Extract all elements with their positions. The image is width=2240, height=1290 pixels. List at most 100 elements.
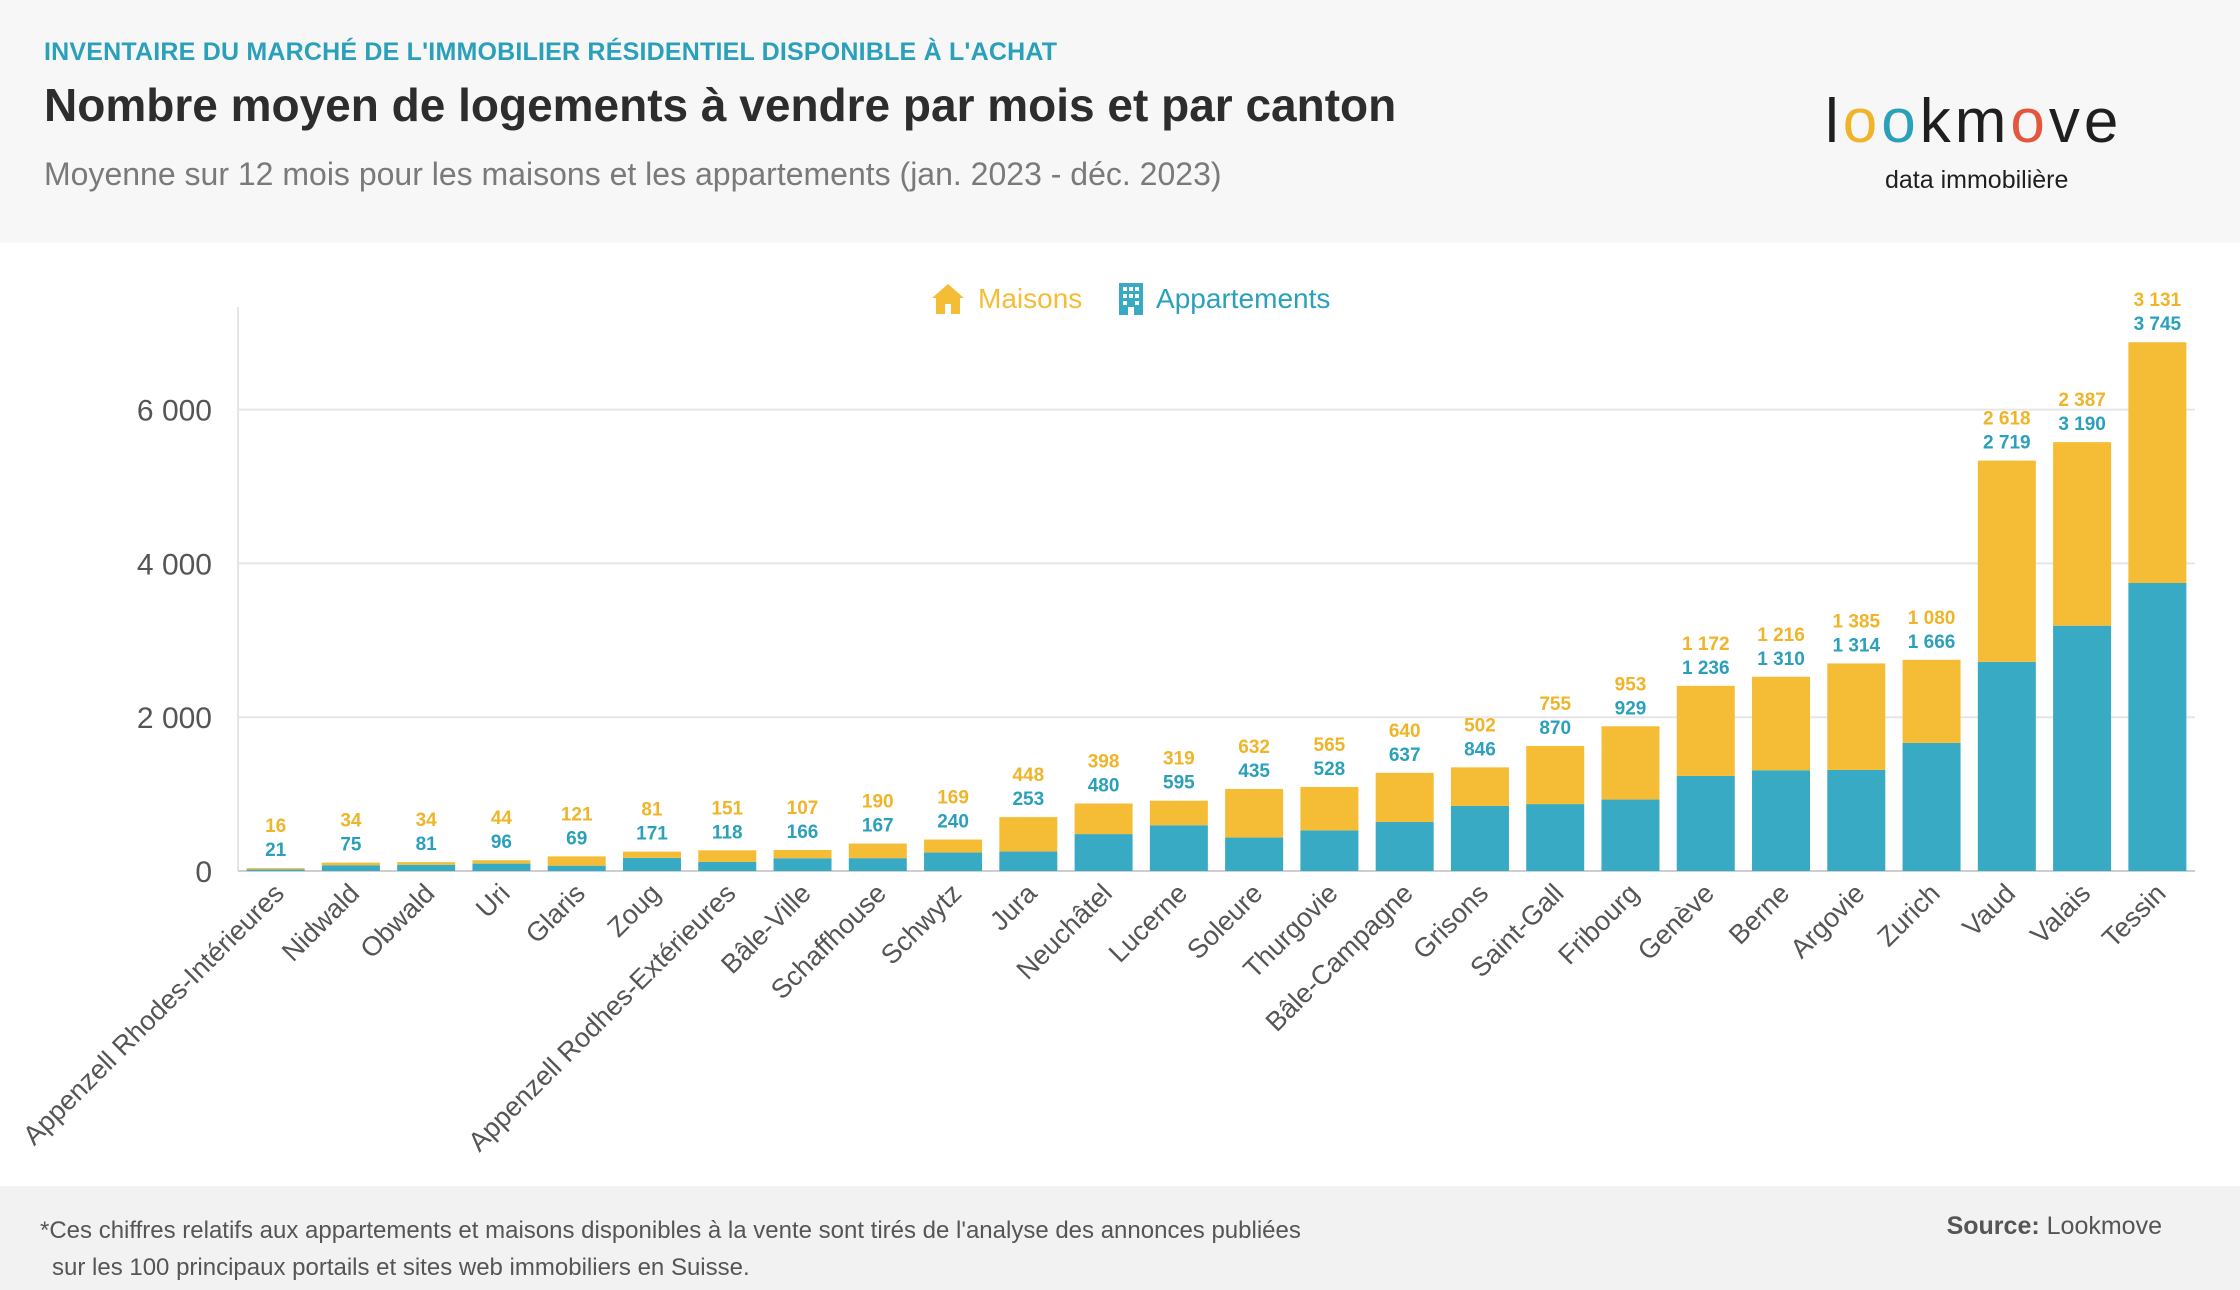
y-tick-label: 6 000 xyxy=(137,395,212,428)
bar-maisons xyxy=(622,851,681,858)
bar-appartements xyxy=(999,851,1058,871)
bar-appartements xyxy=(2053,625,2112,871)
data-label-appartements: 96 xyxy=(491,832,512,853)
data-label-appartements: 528 xyxy=(1314,759,1346,780)
footer-band: *Ces chiffres relatifs aux appartements … xyxy=(0,1186,2240,1290)
data-label-maisons: 169 xyxy=(937,788,969,809)
bar-appartements xyxy=(924,852,983,871)
bar-maisons xyxy=(1676,685,1735,776)
data-label-maisons: 1 172 xyxy=(1682,634,1730,655)
data-label-maisons: 755 xyxy=(1539,694,1571,715)
bar-maisons xyxy=(1074,803,1133,835)
bar-maisons xyxy=(397,862,456,865)
bar-maisons xyxy=(2128,342,2187,584)
bar-maisons xyxy=(1977,460,2036,662)
bar-maisons xyxy=(1149,800,1208,826)
data-label-maisons: 319 xyxy=(1163,749,1195,770)
chart-subtitle: Moyenne sur 12 mois pour les maisons et … xyxy=(44,156,1222,192)
x-category-label: Uri xyxy=(470,878,516,924)
data-label-maisons: 2 387 xyxy=(2058,390,2106,411)
x-category-label: Glaris xyxy=(520,878,591,949)
bar-maisons xyxy=(246,868,305,870)
data-label-maisons: 44 xyxy=(491,808,513,829)
x-category-label: Berne xyxy=(1723,878,1795,950)
x-category-label: Obwald xyxy=(354,878,440,964)
data-label-maisons: 640 xyxy=(1389,721,1421,742)
data-label-appartements: 595 xyxy=(1163,773,1195,794)
data-label-maisons: 502 xyxy=(1464,715,1496,736)
x-category-label: Genève xyxy=(1632,878,1720,966)
data-label-maisons: 632 xyxy=(1238,737,1270,758)
x-category-label: Lucerne xyxy=(1103,878,1193,968)
bar-appartements xyxy=(547,865,606,871)
bar-maisons xyxy=(999,817,1058,852)
x-category-label: Schwytz xyxy=(875,878,967,970)
data-label-maisons: 398 xyxy=(1088,751,1120,772)
lookmove-logo: lookmove data immobilière xyxy=(1825,86,2155,196)
bar-appartements xyxy=(1074,834,1133,871)
bar-appartements xyxy=(1526,804,1585,871)
x-category-label: Appenzell Rhodes-Intérieures xyxy=(17,878,290,1151)
bar-maisons xyxy=(2053,442,2112,626)
footnote-line-2: sur les 100 principaux portails et sites… xyxy=(52,1254,750,1281)
bar-maisons xyxy=(472,860,531,864)
data-label-appartements: 480 xyxy=(1088,775,1120,796)
data-label-appartements: 3 190 xyxy=(2058,414,2106,435)
house-icon xyxy=(932,284,964,314)
bar-appartements xyxy=(397,864,456,871)
bar-maisons xyxy=(1526,746,1585,805)
stacked-bar-chart: 0 2 000 4 000 6 000 21 16 Appenzell Rhodes-Int… xyxy=(17,290,2195,1157)
x-category-label: Zurich xyxy=(1872,878,1946,952)
data-label-appartements: 435 xyxy=(1238,761,1270,782)
data-label-maisons: 1 385 xyxy=(1833,611,1881,632)
chart-kicker: INVENTAIRE DU MARCHÉ DE L'IMMOBILIER RÉS… xyxy=(44,38,1058,66)
bar-appartements xyxy=(1752,770,1811,871)
bar-maisons xyxy=(1752,676,1811,771)
data-label-maisons: 151 xyxy=(711,798,743,819)
y-tick-label: 4 000 xyxy=(137,548,212,581)
bar-maisons xyxy=(1375,772,1434,823)
legend-item-appartements[interactable]: Appartements xyxy=(1118,282,1330,316)
bar-maisons xyxy=(848,843,907,859)
logo-wordmark: lookmove xyxy=(1825,87,2123,156)
chart-legend: Maisons Appartements xyxy=(930,282,1358,322)
bar-maisons xyxy=(321,862,380,866)
bar-appartements xyxy=(246,869,305,871)
data-label-maisons: 121 xyxy=(561,804,593,825)
data-label-maisons: 1 216 xyxy=(1757,625,1805,646)
data-label-appartements: 118 xyxy=(712,822,743,843)
data-label-appartements: 1 666 xyxy=(1908,632,1956,653)
data-label-appartements: 171 xyxy=(636,824,668,845)
x-category-label: Vaud xyxy=(1957,878,2021,942)
footnote-line-1: *Ces chiffres relatifs aux appartements … xyxy=(40,1217,1301,1244)
x-category-label: Argovie xyxy=(1785,878,1871,964)
data-label-maisons: 1 080 xyxy=(1908,608,1956,629)
bar-appartements xyxy=(1827,769,1886,871)
data-label-maisons: 2 618 xyxy=(1983,409,2031,430)
x-category-label: Tessin xyxy=(2096,878,2171,953)
bar-appartements xyxy=(773,858,832,871)
source-credit: Source: Lookmove xyxy=(1946,1212,2162,1240)
data-label-appartements: 929 xyxy=(1615,698,1647,719)
bar-maisons xyxy=(547,856,606,866)
data-label-appartements: 81 xyxy=(416,834,438,855)
x-category-label: Fribourg xyxy=(1552,878,1644,970)
data-label-maisons: 16 xyxy=(265,816,286,837)
data-label-maisons: 81 xyxy=(641,800,663,821)
bar-appartements xyxy=(1300,830,1359,871)
x-category-label: Nidwald xyxy=(276,878,365,967)
data-label-appartements: 846 xyxy=(1464,739,1496,760)
data-label-appartements: 3 745 xyxy=(2134,314,2182,335)
data-label-appartements: 240 xyxy=(937,812,969,833)
bar-maisons xyxy=(773,850,832,859)
bar-appartements xyxy=(1225,837,1284,871)
legend-item-maisons[interactable]: Maisons xyxy=(930,282,1082,316)
bar-appartements xyxy=(2128,583,2187,871)
bar-maisons xyxy=(1601,726,1660,800)
data-label-appartements: 2 719 xyxy=(1983,433,2031,454)
bar-maisons xyxy=(1827,663,1886,770)
bar-appartements xyxy=(1601,799,1660,871)
footnote: *Ces chiffres relatifs aux appartements … xyxy=(40,1212,1301,1286)
header-band: INVENTAIRE DU MARCHÉ DE L'IMMOBILIER RÉS… xyxy=(0,0,2240,243)
x-category-label: Valais xyxy=(2025,878,2097,950)
